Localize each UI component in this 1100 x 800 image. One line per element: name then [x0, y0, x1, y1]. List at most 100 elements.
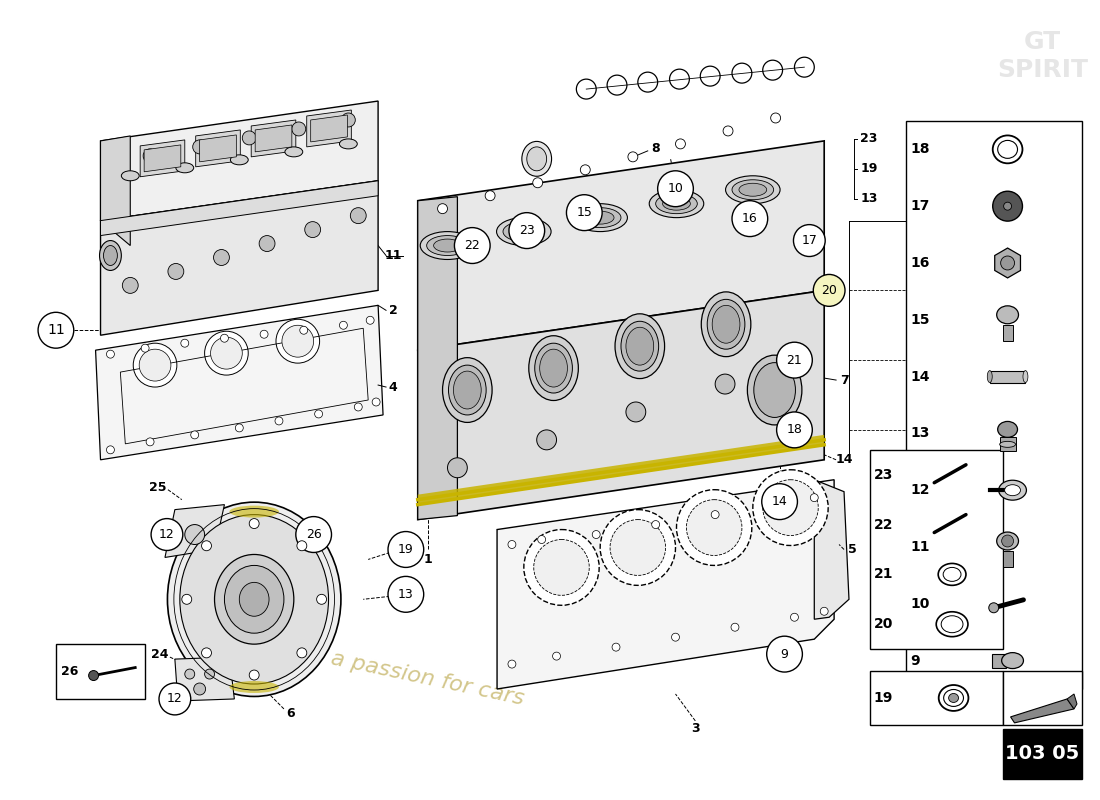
Text: 12: 12 [160, 528, 175, 541]
Circle shape [160, 683, 190, 715]
Text: 15: 15 [911, 313, 930, 326]
Circle shape [676, 490, 751, 566]
Text: 15: 15 [576, 206, 592, 219]
Circle shape [182, 594, 191, 604]
Circle shape [220, 334, 229, 342]
Text: 26: 26 [306, 528, 321, 541]
Ellipse shape [214, 554, 294, 644]
Text: 21: 21 [873, 567, 893, 582]
Circle shape [297, 541, 307, 550]
Text: 4: 4 [388, 381, 397, 394]
Ellipse shape [510, 225, 538, 238]
Circle shape [260, 235, 275, 251]
Circle shape [534, 539, 590, 595]
Text: 13: 13 [911, 426, 930, 440]
Ellipse shape [176, 163, 194, 173]
Polygon shape [1011, 699, 1074, 723]
Bar [990, 370, 1025, 382]
Circle shape [777, 342, 812, 378]
Text: 18: 18 [911, 142, 930, 156]
Circle shape [626, 402, 646, 422]
Ellipse shape [573, 204, 627, 231]
Ellipse shape [420, 231, 475, 259]
Ellipse shape [285, 147, 303, 157]
Polygon shape [418, 141, 824, 350]
Circle shape [250, 670, 260, 680]
Ellipse shape [747, 355, 802, 425]
Circle shape [205, 331, 249, 375]
Text: 12: 12 [911, 483, 930, 497]
Ellipse shape [121, 170, 140, 181]
Circle shape [297, 648, 307, 658]
Ellipse shape [998, 422, 1018, 438]
Circle shape [180, 339, 189, 347]
Polygon shape [251, 120, 296, 157]
Text: 22: 22 [873, 518, 893, 531]
Polygon shape [165, 505, 224, 558]
Circle shape [538, 535, 546, 543]
Circle shape [1002, 535, 1013, 547]
Ellipse shape [179, 514, 329, 684]
Circle shape [242, 131, 256, 145]
Polygon shape [100, 101, 378, 221]
Text: 16: 16 [742, 212, 758, 225]
Ellipse shape [449, 365, 486, 415]
Circle shape [448, 458, 468, 478]
Polygon shape [200, 135, 236, 162]
Text: 10: 10 [911, 597, 930, 610]
Bar [870, 671, 1002, 725]
Polygon shape [100, 136, 130, 246]
Bar [1002, 325, 1013, 341]
Text: 14: 14 [772, 495, 788, 508]
Text: 11: 11 [384, 249, 402, 262]
Text: 11: 11 [911, 540, 930, 554]
Text: 3: 3 [691, 722, 700, 735]
Text: 19: 19 [873, 691, 893, 705]
Ellipse shape [649, 190, 704, 218]
Polygon shape [418, 197, 458, 519]
Circle shape [508, 660, 516, 668]
Circle shape [793, 225, 825, 257]
Polygon shape [1067, 694, 1077, 709]
Circle shape [194, 683, 206, 695]
Ellipse shape [527, 147, 547, 170]
Text: 19: 19 [860, 162, 878, 175]
Circle shape [821, 607, 828, 615]
Ellipse shape [427, 235, 469, 255]
Ellipse shape [662, 198, 691, 210]
Circle shape [190, 431, 199, 439]
Circle shape [752, 470, 828, 546]
Ellipse shape [1023, 370, 1027, 382]
Ellipse shape [997, 306, 1019, 324]
Ellipse shape [626, 327, 653, 365]
Circle shape [210, 338, 242, 369]
Circle shape [524, 530, 600, 606]
Ellipse shape [989, 602, 999, 613]
Ellipse shape [103, 246, 118, 266]
Ellipse shape [529, 336, 579, 401]
Circle shape [671, 633, 680, 641]
Text: 2: 2 [388, 304, 397, 317]
Text: 19: 19 [398, 543, 414, 556]
Circle shape [276, 319, 320, 363]
Circle shape [107, 350, 114, 358]
Polygon shape [196, 130, 240, 167]
Text: 8: 8 [651, 142, 660, 155]
Circle shape [143, 149, 157, 163]
Text: 22: 22 [464, 239, 480, 252]
Circle shape [566, 194, 602, 230]
Circle shape [317, 594, 327, 604]
Circle shape [628, 152, 638, 162]
Bar [1002, 671, 1082, 725]
Circle shape [192, 140, 207, 154]
Ellipse shape [453, 371, 481, 409]
Circle shape [140, 349, 170, 381]
Text: 14: 14 [911, 370, 930, 383]
Ellipse shape [340, 139, 358, 149]
Ellipse shape [712, 306, 740, 343]
Circle shape [146, 438, 154, 446]
Ellipse shape [739, 183, 767, 196]
Ellipse shape [988, 370, 992, 382]
Text: 24: 24 [152, 648, 168, 661]
Bar [1002, 729, 1082, 778]
